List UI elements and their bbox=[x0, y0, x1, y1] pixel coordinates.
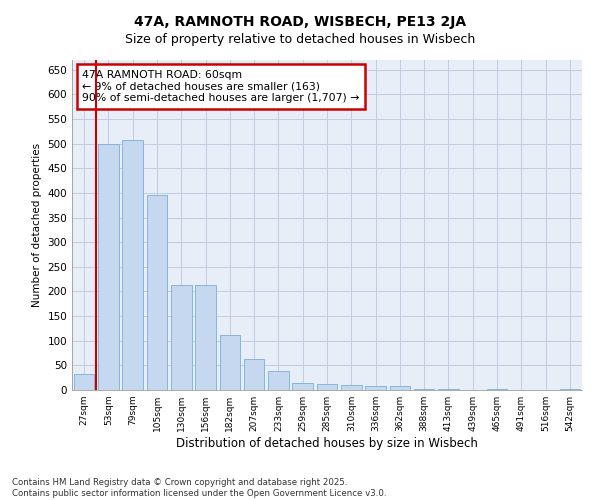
X-axis label: Distribution of detached houses by size in Wisbech: Distribution of detached houses by size … bbox=[176, 437, 478, 450]
Bar bbox=[195, 285, 216, 390]
Text: 47A RAMNOTH ROAD: 60sqm
← 9% of detached houses are smaller (163)
90% of semi-de: 47A RAMNOTH ROAD: 60sqm ← 9% of detached… bbox=[82, 70, 359, 103]
Bar bbox=[341, 385, 362, 390]
Bar bbox=[414, 388, 434, 390]
Bar bbox=[365, 386, 386, 390]
Bar bbox=[487, 389, 508, 390]
Bar bbox=[389, 386, 410, 390]
Y-axis label: Number of detached properties: Number of detached properties bbox=[32, 143, 42, 307]
Bar bbox=[560, 389, 580, 390]
Bar bbox=[220, 335, 240, 390]
Bar bbox=[122, 140, 143, 390]
Bar bbox=[244, 360, 265, 390]
Text: Size of property relative to detached houses in Wisbech: Size of property relative to detached ho… bbox=[125, 32, 475, 46]
Text: Contains HM Land Registry data © Crown copyright and database right 2025.
Contai: Contains HM Land Registry data © Crown c… bbox=[12, 478, 386, 498]
Bar bbox=[146, 196, 167, 390]
Bar bbox=[98, 144, 119, 390]
Bar bbox=[171, 285, 191, 390]
Bar bbox=[268, 372, 289, 390]
Bar bbox=[317, 384, 337, 390]
Bar bbox=[292, 382, 313, 390]
Text: 47A, RAMNOTH ROAD, WISBECH, PE13 2JA: 47A, RAMNOTH ROAD, WISBECH, PE13 2JA bbox=[134, 15, 466, 29]
Bar bbox=[74, 374, 94, 390]
Bar bbox=[438, 389, 459, 390]
